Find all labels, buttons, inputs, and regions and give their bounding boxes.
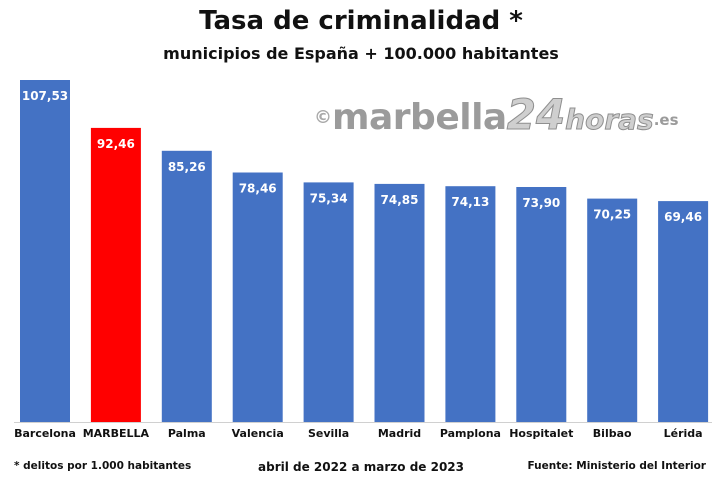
- value-label: 73,90: [522, 196, 560, 210]
- source-label: Fuente: Ministerio del Interior: [527, 460, 706, 472]
- category-label: Valencia: [232, 427, 284, 440]
- bar-l-rida: [658, 201, 709, 422]
- bar-valencia: [232, 172, 283, 422]
- bar-pamplona: [445, 186, 496, 422]
- period-label: abril de 2022 a marzo de 2023: [258, 460, 464, 474]
- category-label: Hospitalet: [509, 427, 573, 440]
- category-label: Pamplona: [440, 427, 501, 440]
- watermark-rest: horas: [565, 103, 655, 137]
- category-label: Lérida: [664, 427, 703, 440]
- bar-bilbao: [587, 198, 638, 422]
- watermark-logo: ©marbella24horas.es: [314, 90, 714, 144]
- category-label: Bilbao: [593, 427, 632, 440]
- value-label: 69,46: [664, 210, 702, 224]
- bar-palma: [161, 150, 212, 423]
- category-label: Palma: [168, 427, 206, 440]
- watermark-number: 24: [506, 90, 566, 140]
- bar-barcelona: [20, 80, 70, 422]
- watermark-copyright: ©: [314, 107, 332, 128]
- bar-hospitalet: [516, 187, 567, 422]
- value-label: 85,26: [168, 160, 206, 174]
- footnote: * delitos por 1.000 habitantes: [14, 460, 192, 472]
- value-label: 75,34: [310, 191, 348, 205]
- bar-madrid: [374, 183, 425, 422]
- chart-subtitle: municipios de España + 100.000 habitante…: [163, 44, 559, 63]
- category-label: Sevilla: [308, 427, 349, 440]
- value-label: 78,46: [239, 182, 277, 196]
- bar-sevilla: [303, 182, 354, 422]
- value-label: 74,13: [451, 195, 489, 209]
- category-label: MARBELLA: [83, 427, 150, 440]
- chart-title: Tasa de criminalidad *: [199, 6, 523, 36]
- bar-marbella: [90, 127, 141, 423]
- watermark-domain: .es: [653, 111, 679, 129]
- value-label: 107,53: [22, 89, 68, 103]
- value-label: 92,46: [97, 137, 135, 151]
- category-label: Barcelona: [14, 427, 76, 440]
- watermark-name: marbella: [332, 97, 507, 138]
- value-label: 74,85: [381, 193, 419, 207]
- value-label: 70,25: [593, 208, 631, 222]
- category-label: Madrid: [378, 427, 421, 440]
